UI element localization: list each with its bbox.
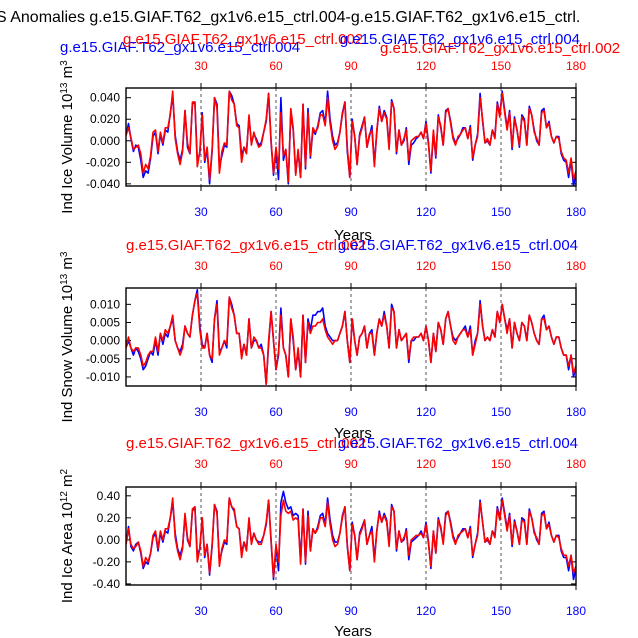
series-line-red (126, 90, 576, 183)
y-axis-label-superscript: 13 (59, 82, 70, 94)
y-tick-label: 0.20 (97, 511, 121, 525)
x-tick-label-top: 150 (491, 259, 511, 273)
y-tick-label: 0.020 (90, 112, 120, 126)
y-tick-label: 0.40 (97, 489, 121, 503)
plot-frame (125, 287, 577, 387)
x-tick-label-bottom: 180 (566, 604, 586, 618)
y-axis-label: Ind Ice Area 1012 m2 (59, 468, 77, 603)
x-axis-label: Years (334, 227, 372, 244)
y-axis-label-part: Ind Ice Volume 10 (59, 94, 76, 214)
x-tick-label-bottom: 90 (344, 205, 358, 219)
x-tick-label-top: 60 (269, 259, 283, 273)
y-axis-label: Ind Snow Volume 1013 m3 (59, 251, 77, 422)
y-axis-label-superscript: 3 (59, 60, 70, 66)
x-tick-label-bottom: 120 (416, 604, 436, 618)
series-title-blue: g.e15.GIAF.T62_gx1v6.e15_ctrl.004 (338, 435, 578, 452)
x-tick-label-top: 90 (344, 59, 358, 73)
figure-title: S Anomalies g.e15.GIAF.T62_gx1v6.e15_ctr… (0, 9, 580, 26)
y-axis-label-superscript: 2 (59, 468, 70, 474)
y-tick-label: 0.000 (90, 134, 120, 148)
y-axis-label-superscript: 13 (59, 273, 70, 285)
y-tick-label: 0.00 (97, 533, 121, 547)
y-tick-label: -0.040 (86, 177, 120, 191)
x-tick-label-bottom: 150 (491, 604, 511, 618)
chart-panel-1: g.e15.GIAF.T62_gx1v6.e15_ctrl.004g.e15.G… (59, 31, 621, 244)
x-tick-label-bottom: 150 (491, 205, 511, 219)
y-tick-label: -0.010 (86, 370, 120, 384)
plot-frame (125, 87, 577, 187)
series-line-red (126, 292, 576, 386)
chart-panels: g.e15.GIAF.T62_gx1v6.e15_ctrl.004g.e15.G… (59, 31, 621, 638)
x-tick-label-top: 180 (566, 457, 586, 471)
x-tick-label-bottom: 120 (416, 405, 436, 419)
y-tick-label: -0.40 (93, 577, 121, 591)
y-axis-label: Ind Ice Volume 1013 m3 (59, 60, 77, 214)
x-tick-label-bottom: 90 (344, 405, 358, 419)
x-tick-label-bottom: 60 (269, 205, 283, 219)
chart-panel-2: g.e15.GIAF.T62_gx1v6.e15_ctrl.002g.e15.G… (59, 237, 587, 442)
x-tick-label-top: 150 (491, 457, 511, 471)
x-tick-label-top: 180 (566, 59, 586, 73)
x-axis-label: Years (334, 425, 372, 442)
x-tick-label-top: 120 (416, 457, 436, 471)
y-tick-label: 0.040 (90, 91, 120, 105)
y-tick-label: -0.20 (93, 555, 121, 569)
x-tick-label-top: 150 (491, 59, 511, 73)
y-tick-label: -0.005 (86, 352, 120, 366)
x-tick-label-bottom: 30 (194, 405, 208, 419)
x-tick-label-bottom: 180 (566, 405, 586, 419)
x-tick-label-top: 30 (194, 259, 208, 273)
x-tick-label-bottom: 30 (194, 604, 208, 618)
series-title-red: g.e15.GIAF.T62_gx1v6.e15_ctrl.002 (126, 237, 366, 254)
y-tick-label: 0.005 (90, 315, 120, 329)
series-title-blue-right: g.e15.GIAF.T62_gx1v6.e15_ctrl.004 (340, 31, 580, 48)
series-line-red (126, 497, 576, 579)
x-tick-label-bottom: 150 (491, 405, 511, 419)
x-tick-label-bottom: 30 (194, 205, 208, 219)
y-axis-label-superscript: 3 (59, 251, 70, 257)
x-axis-label: Years (334, 623, 372, 638)
y-axis-label-part: Ind Snow Volume 10 (59, 285, 76, 423)
x-tick-label-bottom: 180 (566, 205, 586, 219)
series-title-red: g.e15.GIAF.T62_gx1v6.e15_ctrl.002 (123, 31, 363, 48)
y-axis-label-part: m (59, 474, 76, 491)
x-tick-label-top: 120 (416, 259, 436, 273)
y-tick-label: 0.000 (90, 334, 120, 348)
x-tick-label-top: 30 (194, 59, 208, 73)
y-tick-label: -0.020 (86, 155, 120, 169)
x-tick-label-top: 90 (344, 259, 358, 273)
x-tick-label-top: 60 (269, 59, 283, 73)
series-title-blue: g.e15.GIAF.T62_gx1v6.e15_ctrl.004 (338, 237, 578, 254)
y-axis-label-part: m (59, 66, 76, 83)
x-tick-label-top: 90 (344, 457, 358, 471)
series-title-red: g.e15.GIAF.T62_gx1v6.e15_ctrl.002 (126, 435, 366, 452)
x-tick-label-top: 60 (269, 457, 283, 471)
chart-panel-3: g.e15.GIAF.T62_gx1v6.e15_ctrl.002g.e15.G… (59, 435, 587, 638)
y-axis-label-superscript: 12 (59, 491, 70, 503)
x-tick-label-bottom: 60 (269, 405, 283, 419)
x-tick-label-bottom: 60 (269, 604, 283, 618)
series-title-blue: g.e15.GIAF.T62_gx1v6.e15_ctrl.004 (60, 39, 300, 56)
x-tick-label-bottom: 120 (416, 205, 436, 219)
x-tick-label-top: 30 (194, 457, 208, 471)
y-axis-label-part: Ind Ice Area 10 (59, 502, 76, 603)
plot-frame (125, 486, 577, 586)
y-axis-label-part: m (59, 257, 76, 274)
x-tick-label-bottom: 90 (344, 604, 358, 618)
x-tick-label-top: 180 (566, 259, 586, 273)
y-tick-label: 0.010 (90, 297, 120, 311)
series-title-red-right: g.e15.GIAF.T62_gx1v6.e15_ctrl.002 (380, 40, 620, 57)
x-tick-label-top: 120 (416, 59, 436, 73)
